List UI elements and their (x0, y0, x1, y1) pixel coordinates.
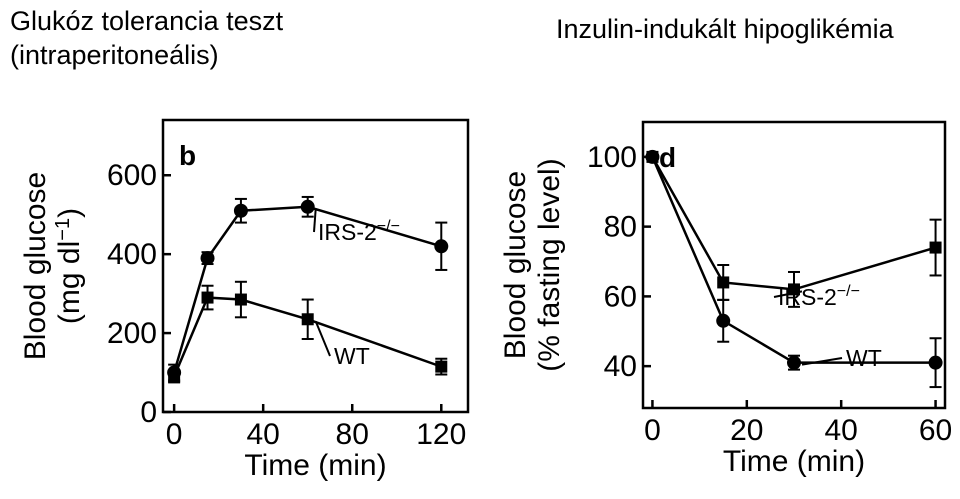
x-tick-label: 40 (825, 414, 858, 447)
chart-panel-b: 0 40 80 120 0 200 400 600 Time (min) Blood glucos… (19, 118, 470, 482)
panel-letter: d (659, 142, 676, 173)
x-axis-label: Time (min) (244, 449, 386, 482)
data-point (787, 355, 801, 370)
data-point (200, 251, 215, 266)
data-point (434, 239, 449, 254)
data-point (645, 149, 660, 164)
x-axis-label: Time (min) (723, 445, 865, 478)
data-point (201, 291, 214, 304)
x-tick-label: 0 (644, 414, 661, 447)
data-point (168, 370, 181, 383)
series-label-leader (801, 357, 843, 366)
panel-letter: b (179, 140, 196, 171)
data-point (929, 241, 942, 254)
data-point (300, 199, 315, 214)
x-tick-label: 40 (246, 418, 279, 451)
y-tick-label: 600 (107, 159, 157, 192)
data-point (928, 355, 943, 370)
series-line (172, 205, 442, 373)
y-tick-label: 40 (604, 350, 637, 383)
data-point (234, 293, 247, 306)
series-label: WT (846, 345, 882, 371)
y-tick-label: 100 (587, 141, 637, 174)
data-point (716, 313, 731, 328)
x-tick-label: 20 (730, 414, 763, 447)
chart-panel-d: 0 20 40 60 40 60 80 100 Time (min) Blood glucose(… (499, 120, 952, 478)
x-tick-label: 0 (166, 418, 183, 451)
plot-frame (161, 118, 470, 414)
y-axis-label-line2: (% fasting level) (533, 158, 566, 371)
series-line (651, 156, 936, 291)
y-tick-label: 400 (107, 238, 157, 271)
y-tick-label: 60 (604, 280, 637, 313)
series-label-leader (314, 320, 331, 357)
left-title-line2: (intraperitoneális) (10, 40, 219, 70)
series-label: WT (334, 343, 370, 369)
x-tick-label: 60 (919, 414, 952, 447)
x-tick-label: 120 (416, 418, 466, 451)
y-axis-label-line2: (mg dl−1) (52, 208, 86, 324)
series-label: IRS-2−/− (318, 218, 400, 245)
y-axis-label-line1: Blood glucose (19, 172, 52, 360)
right-chart-title: Inzulin-indukált hipoglikémia (556, 14, 894, 44)
series-label-leader (313, 208, 317, 233)
data-point (301, 313, 314, 326)
x-tick-label: 80 (336, 418, 369, 451)
y-tick-label: 200 (107, 317, 157, 350)
y-tick-label: 0 (140, 396, 157, 429)
series-label-leader (773, 290, 803, 298)
series-line (651, 156, 936, 364)
data-point (233, 203, 248, 218)
left-chart-title: Glukóz tolerancia teszt (intraperitoneál… (10, 4, 283, 72)
data-point (435, 360, 448, 373)
y-tick-label: 80 (604, 211, 637, 244)
series-label: IRS-2−/− (778, 283, 860, 310)
y-axis-label-line1: Blood glucose (499, 171, 532, 359)
plot-frame (641, 120, 947, 410)
data-point (717, 276, 730, 289)
left-title-line1: Glukóz tolerancia teszt (10, 6, 284, 36)
